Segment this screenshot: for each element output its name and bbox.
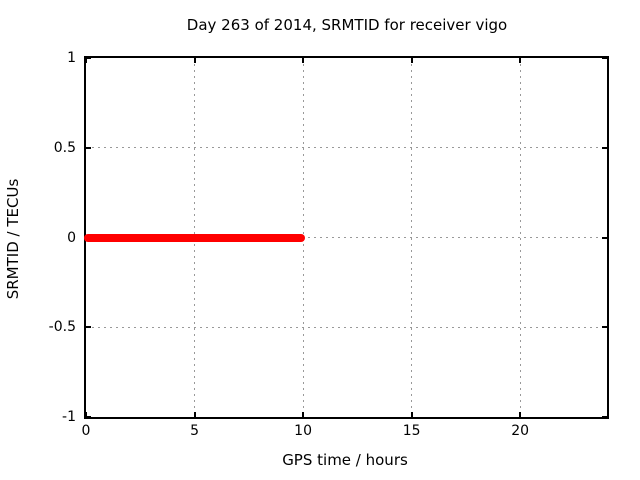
y-tick-mark — [602, 57, 607, 59]
y-tick-mark — [602, 236, 607, 239]
x-tick-mark — [302, 58, 305, 63]
x-tick-mark — [193, 412, 196, 417]
x-tick-mark — [410, 412, 413, 417]
y-tick-mark — [602, 146, 607, 149]
x-tick-mark — [85, 412, 87, 417]
x-tick-mark — [519, 412, 522, 417]
plot-area — [84, 56, 609, 419]
y-tick-mark — [86, 416, 91, 418]
x-tick-mark — [519, 58, 522, 63]
y-tick-label: -0.5 — [48, 319, 76, 336]
x-tick-mark — [193, 58, 196, 63]
y-tick-label: 1 — [67, 50, 76, 66]
y-tick-mark — [602, 326, 607, 329]
x-tick-label: 5 — [190, 423, 199, 439]
series-line-srmtid — [84, 233, 306, 242]
x-tick-mark — [302, 412, 305, 417]
x-tick-label: 10 — [294, 423, 312, 439]
y-gridline — [86, 237, 607, 238]
y-gridline — [86, 326, 607, 328]
y-tick-label: -1 — [62, 409, 76, 425]
y-tick-label: 0.5 — [53, 139, 76, 156]
x-tick-mark — [410, 58, 413, 63]
x-tick-label: 0 — [81, 423, 91, 439]
x-tick-label: 20 — [511, 423, 530, 439]
y-gridline — [86, 147, 607, 149]
x-axis-label: GPS time / hours — [282, 451, 408, 469]
y-tick-label: 0 — [67, 229, 76, 246]
y-tick-mark — [86, 326, 91, 329]
y-tick-mark — [602, 416, 607, 418]
x-tick-label: 15 — [402, 423, 421, 439]
y-tick-mark — [86, 146, 91, 149]
x-tick-mark — [85, 58, 87, 63]
y-tick-mark — [86, 57, 91, 59]
chart-title: Day 263 of 2014, SRMTID for receiver vig… — [186, 16, 508, 34]
